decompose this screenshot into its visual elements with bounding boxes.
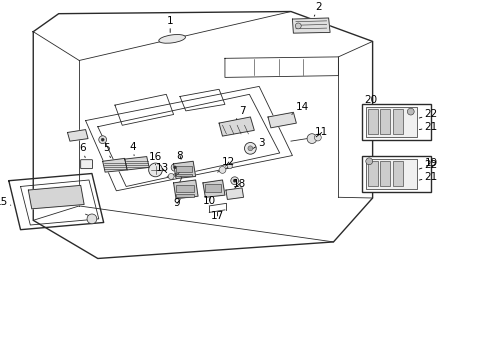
Bar: [380, 161, 389, 186]
Circle shape: [168, 174, 174, 179]
Text: 17: 17: [210, 211, 224, 221]
Polygon shape: [292, 18, 329, 33]
Text: 11: 11: [314, 127, 328, 138]
Text: 3: 3: [253, 138, 264, 148]
Bar: [205, 184, 221, 192]
Bar: [392, 161, 402, 186]
Text: 22: 22: [418, 109, 437, 120]
Polygon shape: [124, 157, 149, 170]
Text: 22: 22: [418, 160, 437, 170]
Text: 6: 6: [79, 143, 85, 158]
Text: 1: 1: [166, 16, 173, 32]
Circle shape: [314, 134, 321, 141]
Polygon shape: [173, 180, 198, 199]
Bar: [392, 109, 402, 134]
Text: 9: 9: [173, 198, 180, 208]
Polygon shape: [102, 158, 127, 172]
Text: 18: 18: [232, 179, 246, 189]
Text: 8: 8: [176, 150, 183, 161]
Circle shape: [101, 138, 104, 141]
Bar: [176, 194, 193, 197]
Bar: [365, 107, 416, 137]
Text: 4: 4: [129, 142, 136, 156]
Circle shape: [99, 136, 106, 144]
Bar: [365, 159, 416, 189]
Circle shape: [407, 108, 413, 115]
Text: 7: 7: [236, 106, 245, 120]
Circle shape: [148, 163, 162, 177]
Polygon shape: [225, 188, 243, 199]
Polygon shape: [67, 130, 88, 141]
Circle shape: [227, 164, 232, 169]
Text: 5: 5: [103, 143, 110, 158]
Text: 12: 12: [222, 157, 235, 167]
Text: 10: 10: [203, 196, 215, 206]
Circle shape: [230, 177, 238, 185]
Text: 16: 16: [148, 152, 162, 165]
Polygon shape: [219, 117, 254, 136]
Text: 15: 15: [0, 197, 11, 207]
Bar: [380, 109, 389, 134]
Text: 14: 14: [291, 102, 308, 114]
Circle shape: [247, 146, 252, 151]
Circle shape: [306, 134, 316, 144]
Text: 19: 19: [424, 158, 437, 168]
Bar: [176, 174, 191, 176]
Circle shape: [233, 179, 236, 182]
Bar: [361, 156, 430, 192]
Ellipse shape: [159, 35, 185, 43]
Bar: [367, 161, 377, 186]
Circle shape: [173, 166, 176, 169]
Bar: [176, 185, 193, 192]
FancyBboxPatch shape: [81, 160, 92, 168]
Polygon shape: [28, 185, 84, 209]
Text: 21: 21: [419, 122, 437, 132]
Text: 21: 21: [419, 172, 437, 182]
Polygon shape: [203, 180, 224, 197]
Bar: [367, 109, 377, 134]
Text: 20: 20: [364, 95, 376, 105]
Bar: [176, 166, 191, 172]
Circle shape: [295, 23, 301, 29]
Polygon shape: [267, 112, 296, 128]
Circle shape: [171, 163, 179, 171]
Circle shape: [244, 143, 256, 154]
Circle shape: [365, 158, 372, 165]
Text: 13: 13: [155, 163, 169, 174]
Polygon shape: [173, 161, 195, 179]
Circle shape: [87, 214, 97, 224]
Bar: [361, 104, 430, 140]
Text: 2: 2: [314, 2, 322, 16]
Circle shape: [219, 166, 225, 174]
